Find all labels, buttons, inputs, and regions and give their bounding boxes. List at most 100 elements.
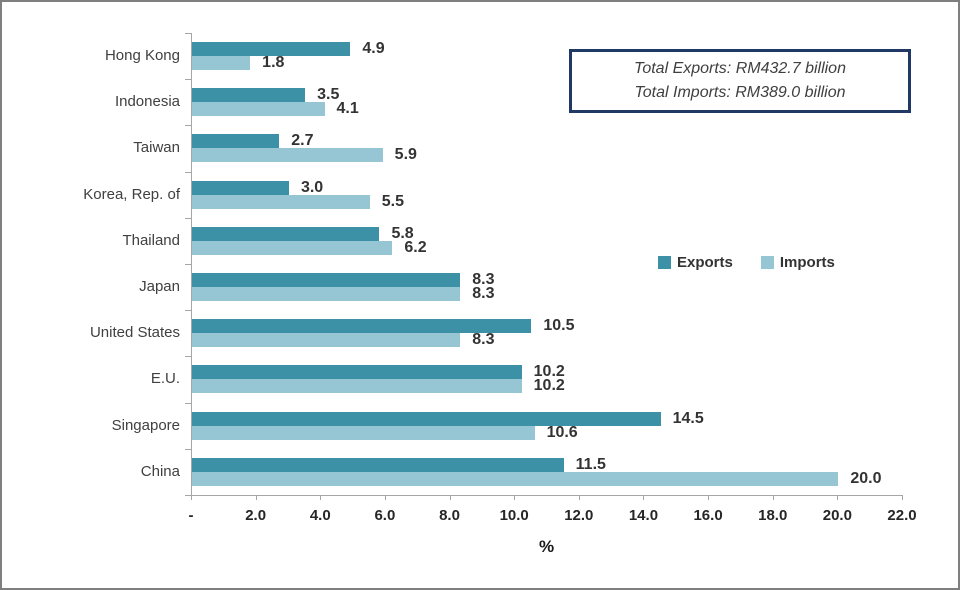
y-axis-line — [191, 33, 192, 495]
legend-label-imports: Imports — [779, 254, 835, 271]
totals-annotation-box: Total Exports: RM432.7 billion Total Imp… — [569, 49, 911, 113]
x-axis-tick — [255, 495, 257, 500]
export-bar — [192, 457, 564, 472]
x-axis-tick — [837, 495, 839, 500]
category-label: Singapore — [111, 416, 180, 434]
import-bar — [192, 56, 251, 70]
export-value-label: 3.0 — [300, 178, 324, 196]
export-bar — [192, 134, 280, 149]
import-value-label: 1.8 — [262, 54, 285, 71]
x-axis-line — [185, 495, 902, 496]
export-bar — [192, 88, 306, 103]
y-axis-tick — [185, 125, 191, 127]
x-tick-label: - — [188, 507, 194, 524]
x-tick-label: 2.0 — [245, 507, 267, 524]
imports-swatch-icon — [760, 256, 774, 269]
legend-label-exports: Exports — [677, 254, 733, 271]
x-axis-tick — [578, 495, 580, 500]
total-exports-text: Total Exports: RM432.7 billion — [634, 60, 846, 77]
import-bar — [192, 471, 839, 486]
x-axis-tick — [708, 495, 710, 500]
x-tick-label: 12.0 — [564, 507, 594, 524]
import-bar — [192, 102, 325, 117]
x-tick-label: 8.0 — [439, 507, 460, 524]
category-label: United States — [89, 324, 180, 342]
export-bar — [192, 273, 461, 287]
x-tick-label: 18.0 — [758, 507, 788, 524]
import-value-label: 10.2 — [533, 377, 565, 395]
chart-legend: Exports Imports — [658, 254, 835, 271]
import-bar — [192, 148, 383, 163]
import-bar — [192, 240, 393, 255]
export-value-label: 2.7 — [291, 132, 314, 150]
export-value-label: 5.8 — [391, 224, 414, 242]
y-axis-tick — [185, 402, 191, 404]
x-tick-label: 20.0 — [822, 507, 852, 524]
x-axis-tick — [902, 495, 903, 500]
y-axis-tick — [185, 495, 191, 496]
export-bar — [192, 42, 351, 56]
x-axis-title: % — [538, 537, 555, 556]
x-tick-label: 4.0 — [309, 507, 331, 524]
import-value-label: 5.5 — [381, 192, 404, 210]
category-label: E.U. — [150, 370, 180, 388]
x-tick-label: 22.0 — [887, 507, 917, 524]
export-value-label: 10.5 — [543, 317, 575, 335]
export-bar — [192, 226, 380, 241]
x-tick-label: 14.0 — [628, 507, 659, 524]
y-axis-tick — [185, 310, 191, 312]
export-bar — [192, 319, 532, 334]
category-label: Korea, Rep. of — [83, 185, 180, 203]
export-value-label: 3.5 — [317, 86, 340, 104]
category-label: Japan — [139, 278, 180, 295]
x-axis-tick — [514, 495, 516, 500]
x-axis-tick — [191, 495, 192, 500]
export-bar — [192, 411, 661, 426]
import-bar — [192, 379, 522, 394]
x-tick-label: 10.0 — [499, 507, 529, 524]
y-axis-tick — [185, 33, 191, 34]
category-label: China — [140, 462, 180, 480]
import-bar — [192, 194, 370, 209]
import-value-label: 6.2 — [404, 238, 427, 256]
export-value-label: 14.5 — [672, 409, 704, 427]
category-label: Taiwan — [133, 139, 180, 157]
import-value-label: 8.3 — [472, 331, 495, 349]
y-axis-tick — [185, 171, 191, 173]
y-axis-tick — [185, 217, 191, 219]
y-axis-tick — [185, 264, 191, 265]
y-axis-tick — [185, 356, 191, 358]
import-value-label: 5.9 — [394, 146, 417, 164]
export-bar — [192, 180, 289, 195]
export-bar — [192, 365, 522, 380]
total-imports-text: Total Imports: RM389.0 billion — [634, 84, 846, 101]
import-bar — [192, 287, 461, 301]
y-axis-tick — [185, 79, 191, 81]
legend-item-imports: Imports — [760, 254, 835, 271]
x-tick-label: 6.0 — [374, 507, 396, 524]
exports-swatch-icon — [658, 256, 671, 269]
category-label: Indonesia — [114, 93, 180, 111]
category-label: Hong Kong — [104, 47, 180, 64]
x-tick-label: 16.0 — [693, 507, 723, 524]
x-axis-tick — [449, 495, 451, 500]
y-axis-tick — [185, 448, 191, 450]
category-label: Thailand — [122, 231, 180, 249]
import-bar — [192, 425, 535, 440]
x-axis-tick — [643, 495, 645, 500]
export-value-label: 4.9 — [362, 40, 385, 57]
import-value-label: 20.0 — [850, 469, 882, 487]
legend-item-exports: Exports — [658, 254, 733, 271]
x-axis-tick — [384, 495, 386, 500]
export-value-label: 8.3 — [472, 271, 495, 288]
export-value-label: 11.5 — [575, 455, 606, 473]
x-axis-tick — [320, 495, 322, 500]
import-value-label: 8.3 — [472, 285, 495, 302]
import-bar — [192, 333, 461, 348]
import-value-label: 4.1 — [336, 100, 359, 118]
import-value-label: 10.6 — [546, 423, 578, 441]
x-axis-tick — [772, 495, 774, 500]
export-value-label: 10.2 — [533, 363, 565, 381]
